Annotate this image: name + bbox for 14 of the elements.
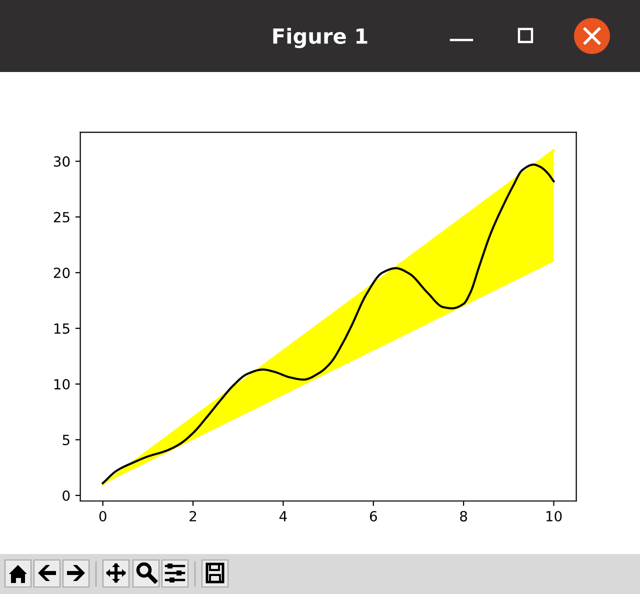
- y-tick-label: 20: [54, 268, 70, 278]
- y-tick-label: 25: [54, 212, 70, 222]
- x-tick-label: 2: [190, 510, 196, 522]
- y-tick-label: 0: [62, 490, 70, 501]
- x-tick-label: 8: [460, 510, 468, 522]
- chart-title: Figure 1: [273, 28, 368, 48]
- y-tick-label: 5: [62, 434, 70, 446]
- x-tick-label: 10: [546, 510, 562, 522]
- x-tick-label: 0: [99, 510, 106, 522]
- y-tick-label: 15: [54, 323, 70, 334]
- y-tick-label: 10: [54, 379, 70, 390]
- x-tick-label: 6: [370, 510, 377, 522]
- x-tick-label: 4: [279, 511, 287, 522]
- y-tick-label: 30: [54, 156, 70, 167]
